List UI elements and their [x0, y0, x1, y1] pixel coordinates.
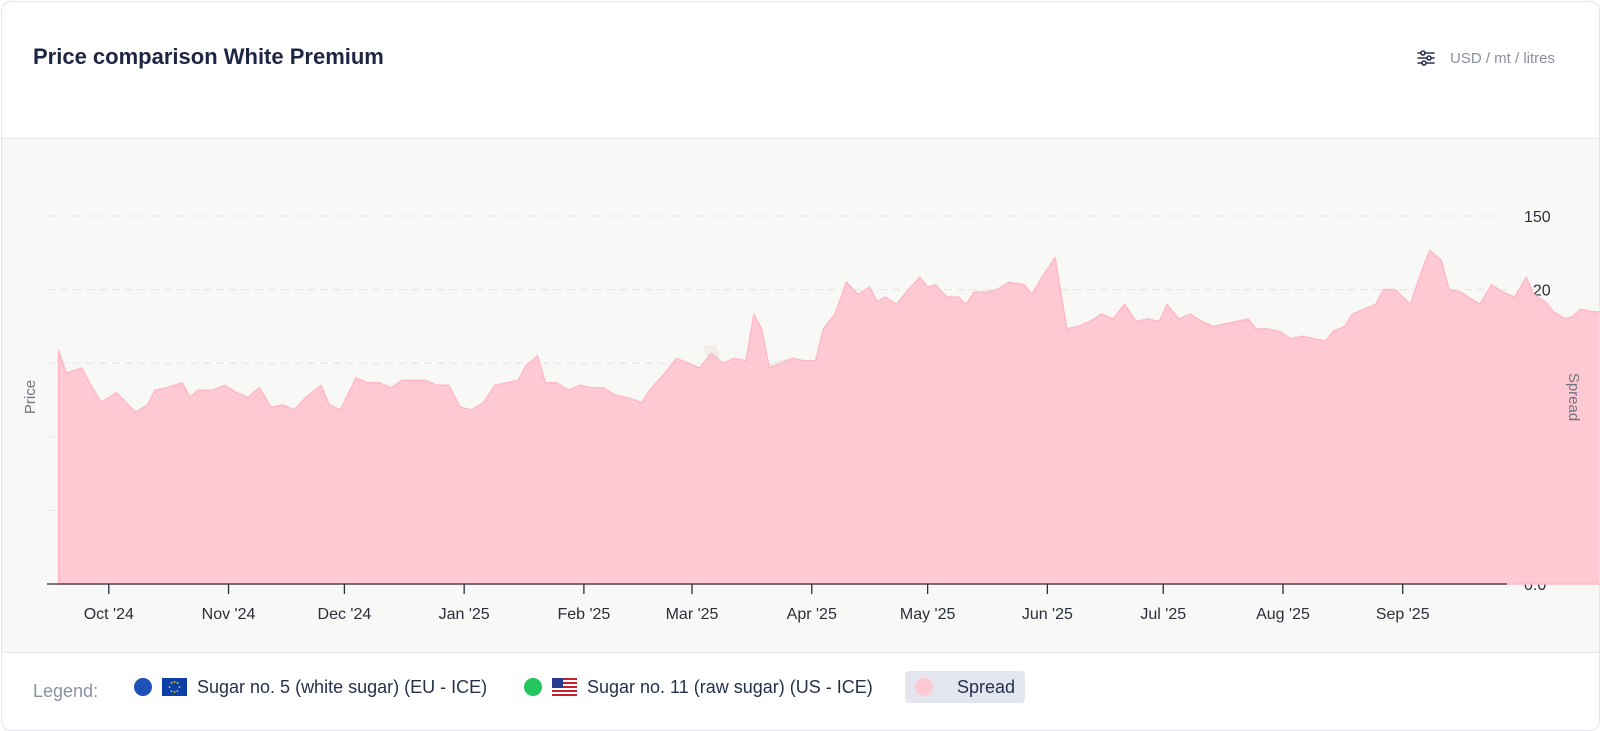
units-selector[interactable]: USD / mt / litres [1416, 48, 1555, 68]
x-tick-label: Mar '25 [666, 606, 719, 623]
x-tick-label: May '25 [900, 606, 956, 623]
x-tick-label: Aug '25 [1256, 606, 1310, 623]
y-tick-label: 150 [1524, 209, 1551, 226]
x-tick-label: Jun '25 [1022, 606, 1073, 623]
legend-text-raw-sugar: Sugar no. 11 (raw sugar) (US - ICE) [587, 676, 873, 697]
legend-dot-raw-sugar [524, 678, 542, 696]
chart-header: Price comparison White Premium USD / mt … [2, 2, 1599, 139]
legend-dot-spread [915, 678, 933, 696]
legend-text-white-sugar: Sugar no. 5 (white sugar) (EU - ICE) [197, 676, 488, 697]
x-tick-label: Oct '24 [84, 606, 134, 623]
legend-item-white-sugar[interactable]: Sugar no. 5 (white sugar) (EU - ICE) [124, 671, 497, 703]
x-tick-label: Apr '25 [787, 606, 837, 623]
legend-dot-white-sugar [134, 678, 152, 696]
legend: Legend: Sugar no. 5 (white sugar) (EU - … [2, 653, 1599, 730]
us-flag-icon [552, 678, 577, 696]
legend-item-spread[interactable]: Spread [905, 671, 1026, 703]
legend-text-spread: Spread [957, 676, 1016, 697]
legend-label: Legend: [33, 681, 99, 701]
x-tick-label: Dec '24 [318, 606, 372, 623]
spread-area [57, 249, 1599, 585]
sliders-icon[interactable] [1416, 48, 1436, 68]
x-tick-label: Jul '25 [1140, 606, 1186, 623]
eu-flag-icon [162, 678, 187, 696]
y-axis-title-left: Price [22, 380, 39, 414]
legend-item-raw-sugar[interactable]: Sugar no. 11 (raw sugar) (US - ICE) [514, 671, 883, 703]
units-label[interactable]: USD / mt / litres [1449, 49, 1555, 67]
y-axis-title-right: Spread [1565, 373, 1582, 421]
x-tick-label: Jan '25 [439, 606, 490, 623]
x-tick-label: Feb '25 [557, 606, 610, 623]
chart-title: Price comparison White Premium [33, 44, 384, 69]
x-tick-label: Sep '25 [1376, 606, 1430, 623]
x-tick-label: Nov '24 [202, 606, 256, 623]
